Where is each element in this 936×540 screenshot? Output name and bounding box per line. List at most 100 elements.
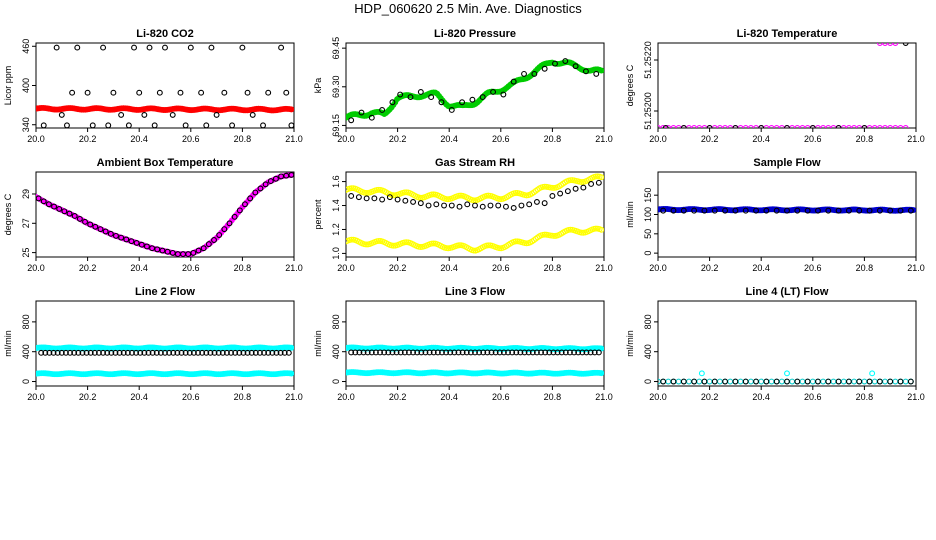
data-point <box>105 122 112 128</box>
x-tick-label: 20.2 <box>389 392 407 402</box>
data-point <box>732 378 739 385</box>
data-point <box>211 349 218 356</box>
data-point <box>835 125 842 128</box>
data-point <box>815 378 821 385</box>
data-point <box>448 107 455 113</box>
data-point <box>185 251 192 257</box>
data-point <box>203 349 210 356</box>
data-point <box>851 378 858 385</box>
data-point <box>533 349 540 356</box>
data-point <box>261 349 268 356</box>
chart-title: Gas Stream RH <box>435 157 515 169</box>
data-point <box>208 44 215 51</box>
data-point <box>162 349 168 356</box>
y-axis-label: Licor ppm <box>3 66 13 106</box>
y-tick-label: 1.6 <box>331 175 341 188</box>
y-axis-label: degrees C <box>625 64 635 106</box>
data-point <box>346 238 349 245</box>
data-point <box>348 185 355 192</box>
data-point <box>153 349 160 356</box>
data-point <box>187 44 194 51</box>
data-point <box>869 370 876 377</box>
data-point <box>541 200 548 207</box>
data-point <box>835 378 842 385</box>
y-tick-label: 0 <box>21 379 31 384</box>
data-point <box>701 378 708 385</box>
data-point <box>902 125 909 128</box>
x-tick-label: 20.6 <box>492 134 510 144</box>
y-axis-label: ml/min <box>625 330 635 357</box>
y-tick-label: 400 <box>331 344 341 359</box>
data-point <box>79 349 86 356</box>
data-point <box>551 232 557 239</box>
data-point <box>830 378 837 385</box>
data-point <box>521 70 527 77</box>
plot-frame <box>345 300 605 387</box>
data-point <box>809 125 816 128</box>
y-tick-label: 1.0 <box>331 247 341 260</box>
data-point <box>578 179 585 185</box>
chart-svg: Li-820 Pressure 20.0 20.2 20.4 20.6 20.8 21.0 6… <box>313 28 613 144</box>
data-point <box>459 349 466 356</box>
data-point <box>394 196 401 203</box>
data-point <box>455 349 462 356</box>
data-point <box>825 378 832 385</box>
data-point <box>479 94 486 101</box>
data-point <box>582 68 589 75</box>
data-point <box>500 91 507 98</box>
data-point <box>379 107 386 113</box>
data-point <box>346 187 349 193</box>
data-point <box>902 43 909 46</box>
data-point <box>410 198 417 205</box>
data-point <box>531 70 538 77</box>
data-point <box>552 60 558 67</box>
data-point <box>572 185 579 192</box>
chart-title: Line 3 Flow <box>445 286 505 298</box>
data-point <box>463 349 470 356</box>
data-point <box>257 185 264 192</box>
data-point <box>118 234 125 241</box>
x-tick-label: 20.8 <box>234 263 252 273</box>
data-point <box>887 378 894 385</box>
y-tick-label: 0 <box>331 379 341 384</box>
data-point <box>722 207 729 214</box>
data-point <box>428 94 435 101</box>
chart-panel: Line 2 Flow 20.0 20.2 20.4 20.6 20.8 21.0 0 400 8… <box>0 283 314 418</box>
x-tick-label: 20.6 <box>804 392 822 402</box>
data-point <box>356 349 363 356</box>
data-point <box>352 349 359 356</box>
chart-panel: Li-820 Pressure 20.0 20.2 20.4 20.6 20.8 21.0 6… <box>306 25 624 160</box>
data-point <box>441 202 447 209</box>
data-point <box>213 111 220 118</box>
data-point <box>348 236 355 243</box>
plot-area <box>658 43 909 128</box>
data-point <box>866 378 873 385</box>
data-point <box>71 213 78 219</box>
data-point <box>252 349 259 356</box>
data-point <box>38 349 45 356</box>
data-point <box>97 226 104 233</box>
chart-title: Li-820 Temperature <box>737 28 838 40</box>
data-point <box>252 189 259 196</box>
data-point <box>120 349 127 356</box>
data-point <box>691 378 698 385</box>
x-tick-label: 20.4 <box>130 392 148 402</box>
y-tick-label: 1.4 <box>331 199 341 212</box>
data-point <box>221 89 228 96</box>
data-point <box>490 88 497 95</box>
data-point <box>575 349 582 356</box>
chart-panel: Sample Flow 20.0 20.2 20.4 20.6 20.8 21.0 0 50 10… <box>618 154 936 289</box>
y-axis-label: kPa <box>313 78 323 94</box>
data-point <box>102 228 109 235</box>
data-point <box>154 246 161 253</box>
data-point <box>533 198 540 205</box>
data-point <box>784 378 790 385</box>
data-point <box>484 349 491 356</box>
data-point <box>856 207 863 214</box>
data-point <box>675 378 682 385</box>
data-point <box>503 203 509 210</box>
data-point <box>587 349 594 356</box>
data-point <box>557 190 564 197</box>
data-point <box>758 378 765 385</box>
chart-svg: Ambient Box Temperature 20.0 20.2 20.4 20.6 2… <box>3 157 303 273</box>
